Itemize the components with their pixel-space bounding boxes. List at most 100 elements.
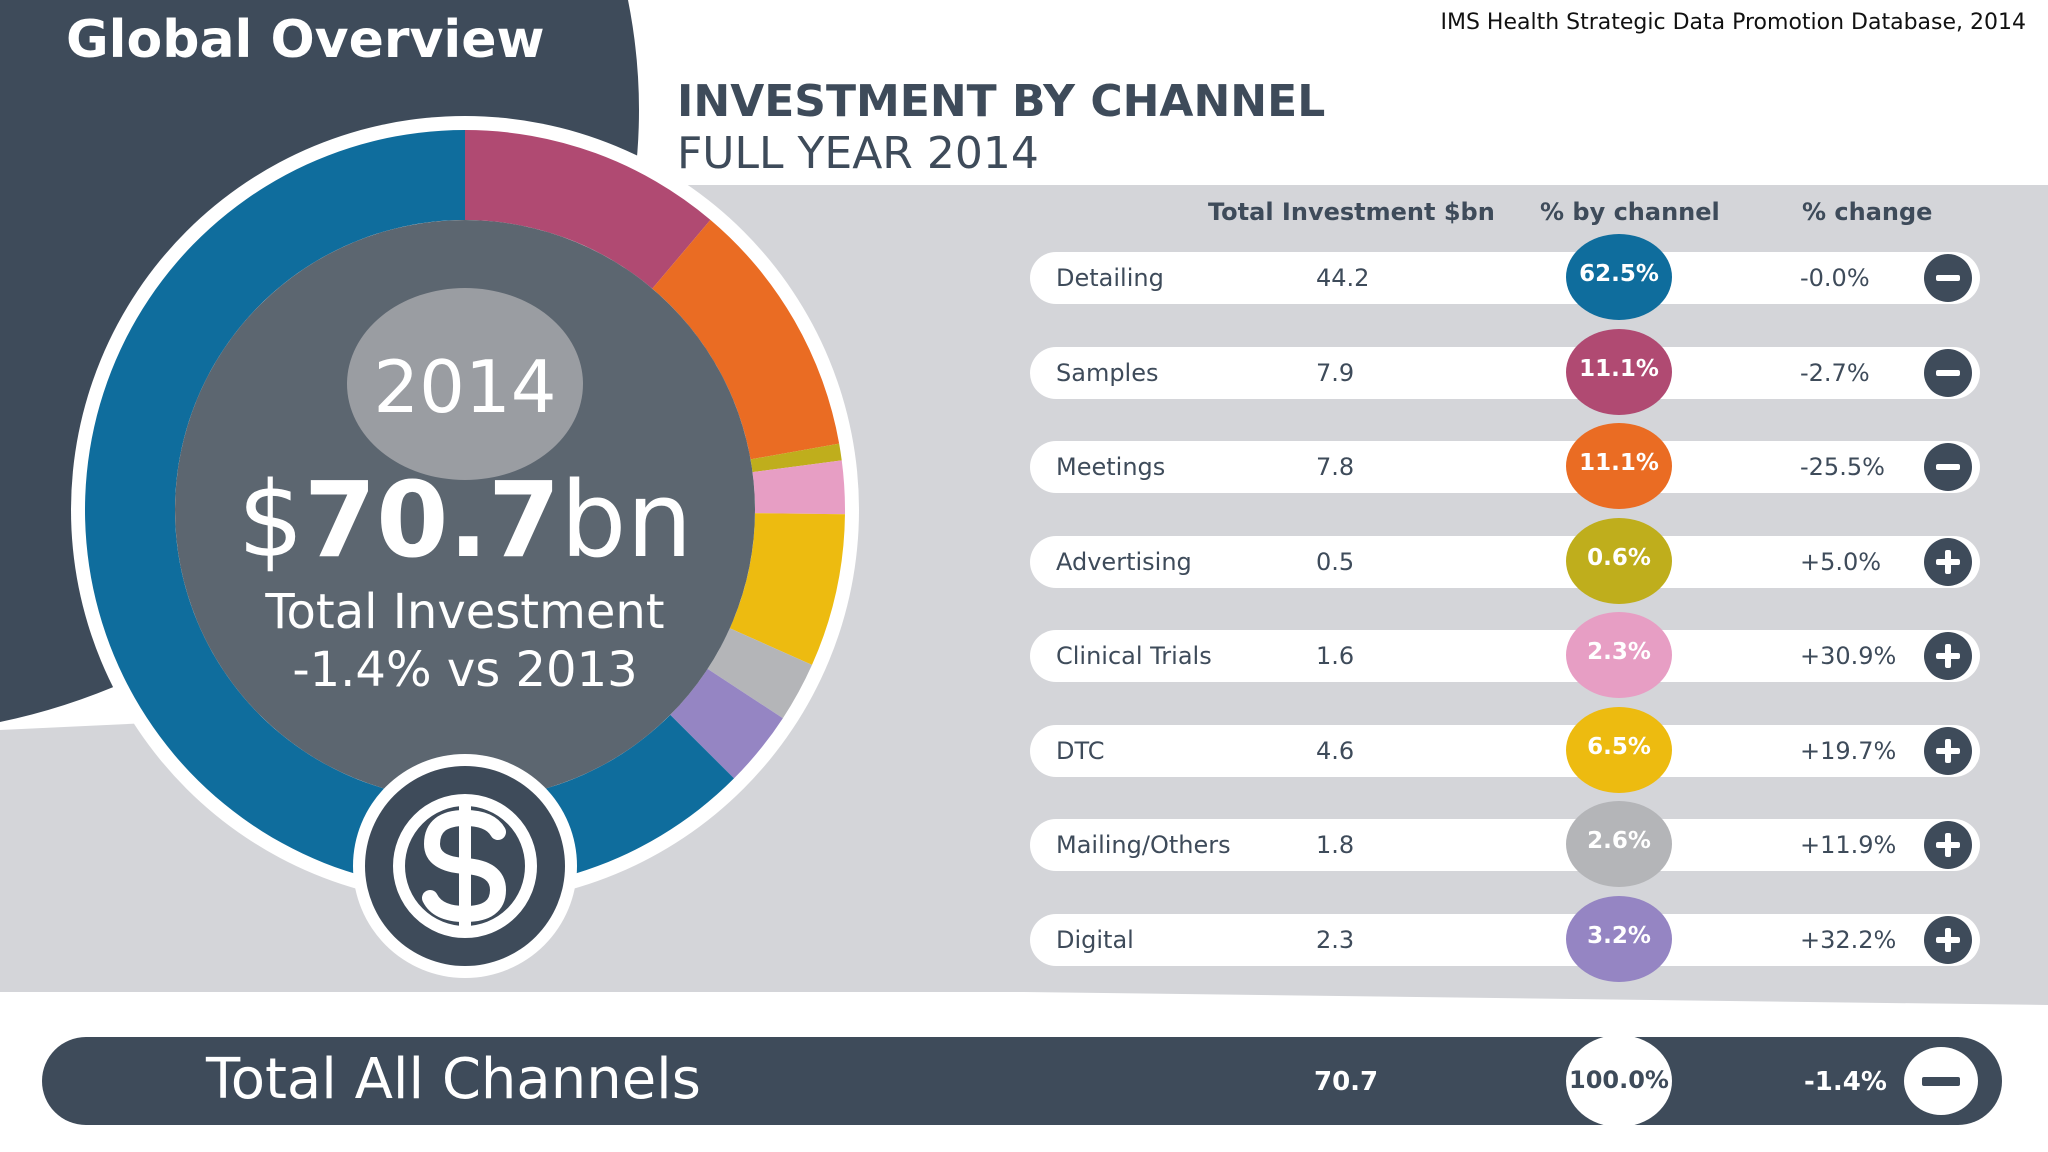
channel-label-clinical-trials: Clinical Trials <box>1056 642 1212 670</box>
donut-slice-samples <box>465 130 711 289</box>
change-value: +5.0% <box>1800 547 1882 576</box>
percent-circle: 3.2% <box>1566 895 1672 982</box>
table-row: Advertising 0.5 0.6% +5.0% <box>1030 517 1980 604</box>
row-bar <box>1030 252 1980 304</box>
sign-vertical <box>1945 549 1951 574</box>
percent-label: 11.1% <box>1579 355 1659 382</box>
dollar-icon <box>393 794 537 938</box>
channel-label-mailing-others: Mailing/Others <box>1056 831 1231 859</box>
sign-horizontal <box>1936 464 1960 470</box>
year-disc <box>347 288 583 480</box>
percent-circle: 62.5% <box>1566 234 1672 320</box>
plus-icon <box>1924 821 1972 869</box>
change-value: -25.5% <box>1800 453 1885 481</box>
source-note: IMS Health Strategic Data Promotion Data… <box>1440 10 2026 35</box>
investment-value: 0.5 <box>1316 547 1355 576</box>
percent-circle: 6.5% <box>1566 706 1672 793</box>
donut-total-amount: $70.7bn <box>195 468 735 572</box>
chart-subtitle: FULL YEAR 2014 <box>677 128 1039 179</box>
investment-value: 1.6 <box>1316 642 1355 670</box>
donut-slice-detailing <box>85 130 734 891</box>
table-row: Mailing/Others 1.8 2.6% +11.9% <box>1030 801 1980 887</box>
table-row: Clinical Trials 1.6 2.3% +30.9% <box>1030 612 1980 698</box>
table-row: Meetings 7.8 11.1% -25.5% <box>1030 423 1980 509</box>
channel-label-meetings: Meetings <box>1056 453 1166 481</box>
change-value: +11.9% <box>1800 831 1897 859</box>
currency-symbol: $ <box>237 459 304 581</box>
sign-horizontal <box>1936 369 1960 376</box>
table-row: Digital 2.3 3.2% +32.2% <box>1030 895 1980 982</box>
sign-vertical <box>1945 833 1951 857</box>
donut-slice-mailing-others <box>707 628 812 719</box>
investment-value: 1.8 <box>1316 831 1355 859</box>
investment-value: 7.8 <box>1316 453 1355 481</box>
channel-label-advertising: Advertising <box>1056 547 1192 576</box>
table-row: DTC 4.6 6.5% +19.7% <box>1030 706 1980 793</box>
change-value: +19.7% <box>1800 736 1897 765</box>
column-header-change: % change <box>1802 198 1933 226</box>
center-disc <box>175 220 755 800</box>
percent-circle: 2.3% <box>1566 612 1672 698</box>
investment-value: 2.3 <box>1316 925 1355 954</box>
table-row: Samples 7.9 11.1% -2.7% <box>1030 328 1980 415</box>
total-bar: Total All Channels 70.7 100.0% -1.4% <box>42 1035 2002 1127</box>
minus-icon <box>1904 1047 1978 1115</box>
donut-slice-digital <box>670 668 783 779</box>
plus-icon <box>1924 537 1972 586</box>
investment-value: 4.6 <box>1316 736 1355 765</box>
donut-slice-advertising <box>750 443 842 473</box>
total-label: Total All Channels <box>206 1047 701 1112</box>
donut-slice-meetings <box>652 219 840 460</box>
change-value: -0.0% <box>1800 264 1870 292</box>
sign-vertical <box>1945 644 1951 668</box>
percent-circle: 2.6% <box>1566 801 1672 887</box>
column-header-investment: Total Investment $bn <box>1208 198 1495 226</box>
percent-label: 62.5% <box>1579 261 1659 287</box>
total-value: 70.7 <box>1314 1067 1379 1097</box>
channel-label-digital: Digital <box>1056 925 1134 954</box>
amount-value: 70.7 <box>303 459 561 581</box>
percent-label: 0.6% <box>1587 544 1651 571</box>
row-bar <box>1030 441 1980 493</box>
total-change: -1.4% <box>1804 1067 1887 1097</box>
plus-icon <box>1924 632 1972 680</box>
total-percent-circle: 100.0% <box>1566 1035 1672 1127</box>
row-bar <box>1030 630 1980 682</box>
column-header-percent: % by channel <box>1540 198 1720 226</box>
plus-icon <box>1924 726 1972 775</box>
row-bar <box>1030 819 1980 871</box>
change-value: -2.7% <box>1800 358 1870 387</box>
minus-icon <box>1924 254 1972 302</box>
row-bar <box>1030 913 1980 966</box>
row-bar <box>1030 724 1980 777</box>
change-value: +32.2% <box>1800 925 1897 954</box>
donut-caption: Total Investment <box>265 584 665 640</box>
sign-vertical <box>1945 738 1951 763</box>
row-bar <box>1030 346 1980 399</box>
percent-label: 6.5% <box>1587 733 1651 760</box>
percent-label: 2.3% <box>1587 639 1651 665</box>
investment-value: 44.2 <box>1316 264 1370 292</box>
channel-label-samples: Samples <box>1056 358 1159 387</box>
percent-label: 2.6% <box>1587 828 1651 854</box>
chart-title: INVESTMENT BY CHANNEL <box>677 76 1326 127</box>
channel-label-detailing: Detailing <box>1056 264 1164 292</box>
percent-label: 3.2% <box>1587 922 1651 949</box>
total-percent: 100.0% <box>1569 1066 1669 1094</box>
donut-change: -1.4% vs 2013 <box>292 642 638 698</box>
table-row: Detailing 44.2 62.5% -0.0% <box>1030 234 1980 320</box>
section-title: Global Overview <box>66 10 545 70</box>
sign-vertical <box>1945 927 1951 952</box>
percent-circle: 11.1% <box>1566 423 1672 509</box>
percent-label: 11.1% <box>1579 450 1659 476</box>
minus-icon <box>1924 348 1972 397</box>
donut-year: 2014 <box>373 345 557 429</box>
amount-unit: bn <box>560 459 693 581</box>
minus-icon <box>1924 443 1972 491</box>
percent-circle: 0.6% <box>1566 517 1672 604</box>
donut-slice-clinical-trials <box>752 460 845 515</box>
sign-horizontal <box>1936 275 1960 281</box>
row-bar <box>1030 535 1980 588</box>
